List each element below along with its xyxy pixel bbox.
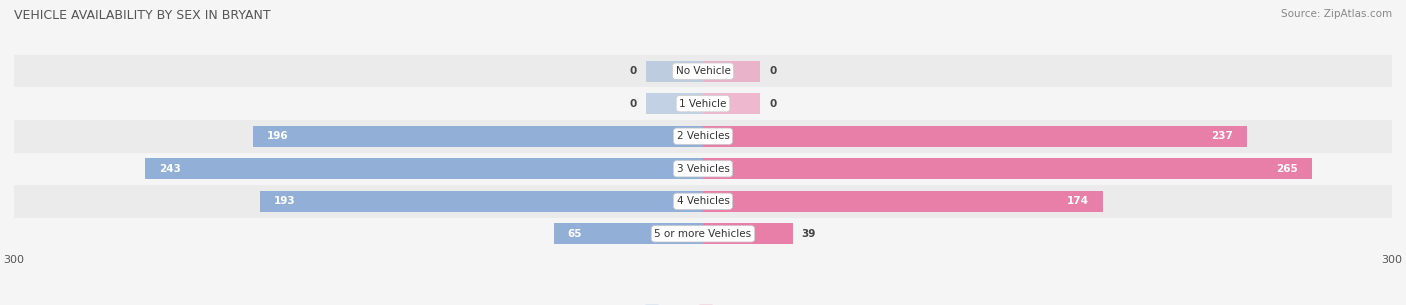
Text: 39: 39 xyxy=(801,229,815,239)
Bar xyxy=(14,120,1392,152)
Bar xyxy=(703,191,1102,212)
Text: 0: 0 xyxy=(628,99,637,109)
Bar xyxy=(703,93,761,114)
Bar xyxy=(14,185,1392,217)
Bar xyxy=(260,191,703,212)
Text: No Vehicle: No Vehicle xyxy=(675,66,731,76)
Text: 1 Vehicle: 1 Vehicle xyxy=(679,99,727,109)
Bar xyxy=(645,93,703,114)
Text: 243: 243 xyxy=(159,164,180,174)
Text: 3 Vehicles: 3 Vehicles xyxy=(676,164,730,174)
Bar xyxy=(14,152,1392,185)
Text: 2 Vehicles: 2 Vehicles xyxy=(676,131,730,141)
Bar xyxy=(14,88,1392,120)
Text: 0: 0 xyxy=(628,66,637,76)
Text: 65: 65 xyxy=(568,229,582,239)
Bar xyxy=(145,158,703,179)
Bar xyxy=(703,61,761,82)
Bar xyxy=(554,223,703,244)
Text: Source: ZipAtlas.com: Source: ZipAtlas.com xyxy=(1281,9,1392,19)
Legend: Male, Female: Male, Female xyxy=(641,302,765,305)
Text: 237: 237 xyxy=(1212,131,1233,141)
Text: 5 or more Vehicles: 5 or more Vehicles xyxy=(654,229,752,239)
Bar xyxy=(703,223,793,244)
Text: 0: 0 xyxy=(769,66,778,76)
Bar xyxy=(14,55,1392,88)
Text: 196: 196 xyxy=(267,131,288,141)
Text: 193: 193 xyxy=(274,196,295,206)
Text: 0: 0 xyxy=(769,99,778,109)
Text: 4 Vehicles: 4 Vehicles xyxy=(676,196,730,206)
Bar xyxy=(703,126,1247,147)
Bar xyxy=(645,61,703,82)
Bar xyxy=(253,126,703,147)
Text: 174: 174 xyxy=(1067,196,1088,206)
Bar xyxy=(703,158,1312,179)
Text: 265: 265 xyxy=(1277,164,1298,174)
Text: VEHICLE AVAILABILITY BY SEX IN BRYANT: VEHICLE AVAILABILITY BY SEX IN BRYANT xyxy=(14,9,271,22)
Bar xyxy=(14,217,1392,250)
